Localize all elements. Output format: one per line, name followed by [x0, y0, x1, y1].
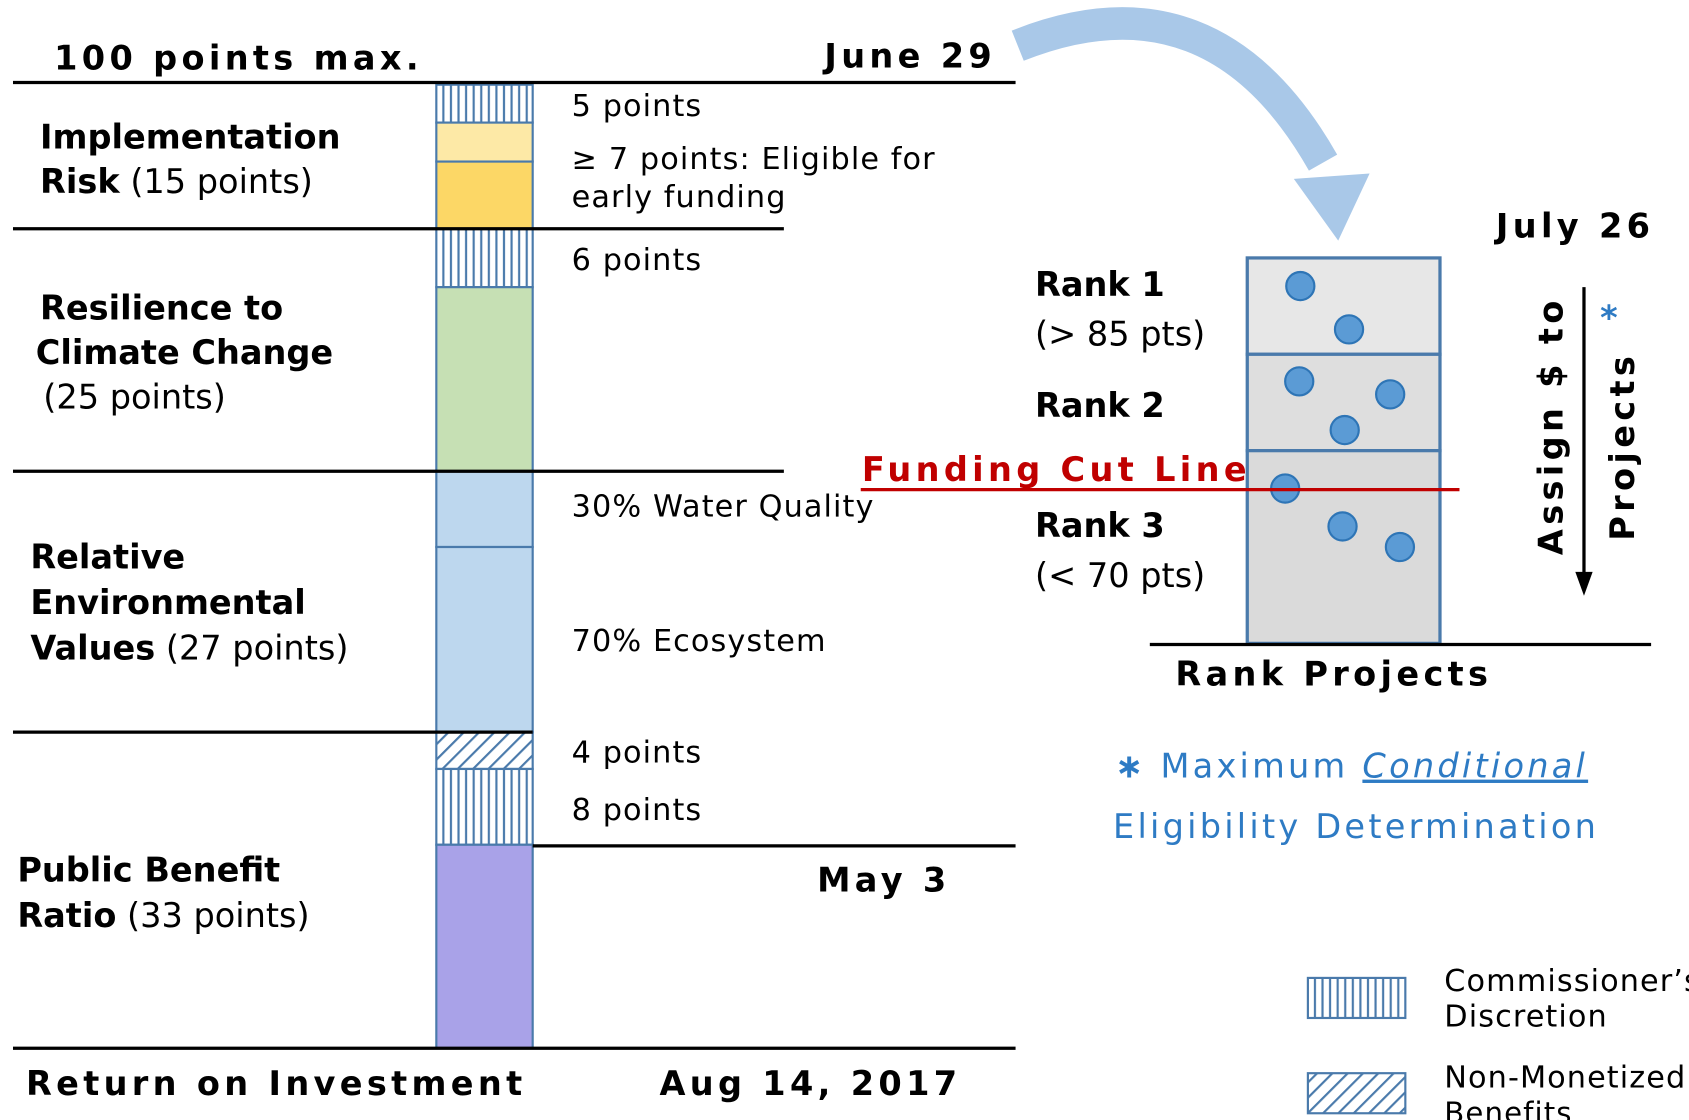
score-column	[435, 83, 534, 1050]
assign-label: Projects	[1603, 352, 1642, 541]
cut-line-label: Funding Cut Line	[862, 450, 1251, 489]
header-right: June 29	[822, 36, 996, 75]
segment	[435, 121, 534, 163]
project-dot	[1284, 366, 1315, 397]
segment	[435, 227, 534, 289]
section-title: Climate Change	[36, 333, 333, 372]
note: ≥ 7 points: Eligible for	[572, 142, 936, 177]
note: 5 points	[572, 89, 703, 124]
segment	[435, 160, 534, 230]
section-points: (27 points)	[166, 629, 349, 668]
section-title: Resilience to	[40, 289, 283, 328]
project-dot	[1333, 314, 1365, 345]
section-title: Ratio (33 points)	[17, 896, 309, 935]
rank-label: Rank 3	[1035, 506, 1165, 545]
note: early funding	[572, 180, 787, 215]
asterisk: *	[1600, 298, 1618, 337]
assign-arrowhead	[1575, 571, 1593, 596]
footer-left: Return on Investment	[26, 1064, 526, 1103]
note: 30% Water Quality	[572, 490, 875, 525]
rank-label: Rank 2	[1035, 386, 1165, 425]
section-title: Values (27 points)	[30, 629, 348, 668]
footnote-line: Eligibility Determination	[1113, 807, 1599, 846]
note: 70% Ecosystem	[572, 624, 827, 659]
section-title: Risk (15 points)	[40, 162, 313, 201]
rank-range: (< 70 pts)	[1035, 556, 1205, 595]
note: 4 points	[572, 735, 703, 770]
segment	[435, 286, 534, 473]
title-line: Values	[30, 629, 155, 668]
note: 6 points	[572, 243, 703, 278]
project-dot	[1375, 379, 1406, 410]
footnote-emphasis: Conditional	[1362, 747, 1588, 786]
section-title: Environmental	[30, 583, 305, 622]
legend-swatch	[1306, 976, 1407, 1020]
segment	[435, 470, 534, 549]
note: 8 points	[572, 793, 703, 828]
section-title: Implementation	[40, 118, 340, 157]
footnote-mark: ∗	[1115, 747, 1146, 786]
rank-label: Rank 1	[1035, 265, 1165, 304]
legend-label: Discretion	[1444, 1000, 1607, 1035]
projects	[1269, 270, 1416, 563]
section-points: (33 points)	[127, 896, 310, 935]
segment	[435, 83, 534, 124]
segment	[435, 731, 534, 771]
project-dot	[1384, 531, 1416, 563]
project-dot	[1327, 511, 1358, 542]
legend-swatch	[1306, 1072, 1407, 1115]
legend-label: Commissioner’s	[1444, 964, 1689, 999]
rank-range: (> 85 pts)	[1035, 315, 1205, 354]
mid-date: May 3	[817, 860, 951, 899]
project-dot	[1285, 270, 1316, 302]
project-dot	[1329, 414, 1360, 446]
section-points: (25 points)	[43, 377, 226, 416]
title-line: Risk	[40, 162, 120, 201]
legend-label: Non-Monetized	[1444, 1060, 1686, 1095]
footer-right: Aug 14, 2017	[659, 1064, 961, 1103]
footnote-lead: Maximum	[1160, 747, 1348, 786]
section-points: (15 points)	[130, 162, 313, 201]
rank-axis-label: Rank Projects	[1175, 655, 1492, 694]
footnote-line: ∗ Maximum Conditional	[1115, 747, 1588, 786]
legend-label: Benefits	[1444, 1096, 1572, 1120]
section-title: Relative	[30, 538, 185, 577]
flow-arrow	[1011, 7, 1338, 171]
section-title: Public Benefit	[17, 851, 280, 890]
segment	[435, 545, 534, 734]
title-line: Ratio	[17, 896, 116, 935]
segment	[435, 843, 534, 1050]
flow-arrowhead	[1293, 173, 1370, 241]
header-left: 100 points max.	[54, 39, 423, 78]
rank-date: July 26	[1494, 206, 1654, 245]
segment	[435, 767, 534, 846]
assign-label: Assign $ to	[1531, 296, 1570, 555]
